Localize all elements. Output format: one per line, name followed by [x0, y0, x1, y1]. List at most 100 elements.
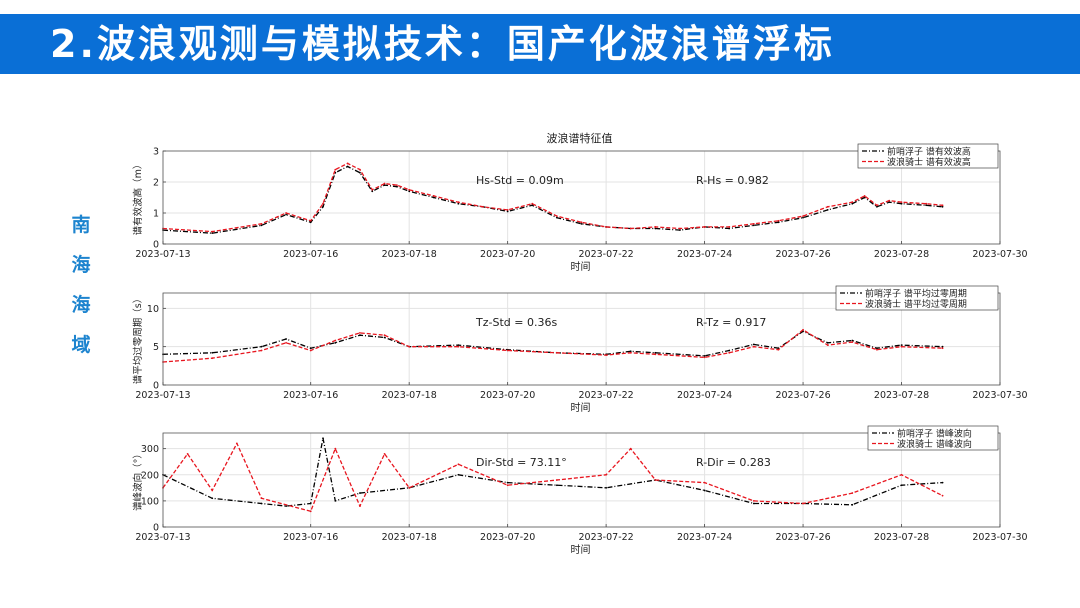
series-point-1 — [728, 349, 731, 352]
plot-frame — [162, 432, 1001, 528]
series-point-2 — [359, 168, 361, 171]
series-point-2 — [371, 188, 374, 191]
x-tick-label: 2023-07-26 — [775, 390, 830, 401]
series-point-2 — [359, 505, 361, 508]
series-point-2 — [802, 215, 804, 218]
series-point-2 — [309, 349, 312, 352]
chart-annotation: Tz-Std = 0.36s — [475, 316, 557, 329]
chart-annotation: R-Tz = 0.917 — [696, 316, 766, 329]
series-point-2 — [826, 205, 829, 208]
series-point-1 — [309, 221, 312, 224]
plot-frame — [162, 150, 1001, 245]
series-point-2 — [346, 162, 349, 165]
series-point-2 — [334, 447, 337, 450]
series-point-2 — [531, 202, 534, 205]
series-point-2 — [876, 348, 878, 351]
x-tick-label: 2023-07-22 — [579, 390, 634, 401]
series-point-2 — [260, 497, 263, 500]
series-point-1 — [506, 481, 509, 484]
series-point-2 — [654, 479, 657, 481]
series-point-2 — [703, 481, 706, 484]
region-char: 海 — [71, 294, 91, 316]
series-point-2 — [211, 489, 214, 492]
x-tick-label: 2023-07-30 — [972, 390, 1027, 401]
series-point-1 — [322, 437, 324, 440]
y-tick-label: 0 — [153, 381, 159, 392]
series-point-1 — [359, 334, 361, 337]
series-point-2 — [285, 212, 287, 214]
series-point-1 — [851, 202, 854, 205]
series-point-1 — [777, 221, 780, 224]
series-point-2 — [654, 226, 657, 228]
series-point-1 — [408, 190, 411, 193]
y-tick-label: 1 — [153, 209, 159, 220]
series-point-2 — [752, 345, 755, 348]
series-point-1 — [900, 484, 903, 487]
series-point-1 — [260, 502, 263, 505]
x-tick-label: 2023-07-13 — [135, 390, 190, 401]
series-point-2 — [802, 328, 804, 331]
series-point-2 — [506, 484, 509, 487]
x-tick-label: 2023-07-20 — [480, 249, 535, 260]
y-tick-label: 100 — [141, 496, 159, 507]
series-point-2 — [309, 219, 312, 222]
series-point-2 — [555, 351, 558, 354]
series-point-2 — [309, 510, 312, 513]
y-axis-label: 谱有效波高（m） — [132, 160, 144, 236]
legend-entry: 波浪骑士 谱峰波向 — [897, 438, 972, 450]
series-point-2 — [260, 222, 263, 225]
series-point-1 — [555, 484, 558, 487]
legend-entry: 波浪骑士 谱有效波高 — [887, 156, 971, 168]
series-point-2 — [826, 344, 829, 347]
series-point-1 — [359, 492, 361, 494]
x-tick-label: 2023-07-13 — [135, 532, 190, 543]
x-tick-label: 2023-07-18 — [382, 532, 437, 543]
series-point-2 — [752, 222, 755, 225]
region-char: 域 — [71, 334, 91, 356]
legend-box — [857, 143, 999, 169]
series-point-1 — [876, 347, 878, 350]
series-point-1 — [826, 209, 829, 211]
series-point-2 — [900, 201, 903, 204]
x-tick-label: 2023-07-20 — [480, 390, 535, 401]
series-point-1 — [260, 345, 263, 348]
series-point-1 — [703, 489, 706, 492]
x-tick-label: 2023-07-13 — [135, 249, 190, 260]
series-point-2 — [605, 473, 608, 476]
series-point-1 — [457, 473, 460, 476]
legend-entry: 前哨浮子 谱峰波向 — [897, 428, 972, 440]
series-point-2 — [359, 331, 361, 334]
series-point-1 — [752, 224, 755, 227]
x-axis-label: 时间 — [571, 401, 591, 414]
series-point-1 — [900, 202, 903, 205]
series-point-1 — [371, 190, 374, 193]
series-point-1 — [605, 486, 608, 489]
series-point-1 — [334, 499, 337, 502]
series-point-2 — [555, 215, 558, 218]
series-point-2 — [383, 334, 386, 337]
series-point-1 — [383, 184, 386, 187]
series-point-1 — [211, 232, 214, 235]
x-tick-label: 2023-07-30 — [972, 532, 1027, 543]
series-point-1 — [506, 210, 509, 213]
series-point-2 — [863, 195, 866, 197]
series-point-2 — [851, 492, 854, 494]
series-point-2 — [900, 345, 903, 348]
series-point-2 — [211, 230, 214, 233]
series-point-2 — [728, 226, 731, 228]
series-point-2 — [925, 202, 928, 205]
series-point-1 — [580, 222, 583, 225]
series-point-2 — [654, 353, 657, 356]
series-point-1 — [457, 344, 460, 347]
series-point-2 — [802, 502, 804, 505]
series-point-2 — [629, 351, 632, 354]
series-point-1 — [888, 201, 891, 204]
series-point-1 — [752, 343, 755, 346]
series-point-2 — [395, 184, 398, 187]
series-point-1 — [309, 347, 312, 350]
series-point-2 — [457, 201, 460, 204]
x-tick-label: 2023-07-22 — [579, 532, 634, 543]
chart-title: 波浪谱特征值 — [547, 131, 613, 145]
series-point-2 — [482, 205, 484, 208]
